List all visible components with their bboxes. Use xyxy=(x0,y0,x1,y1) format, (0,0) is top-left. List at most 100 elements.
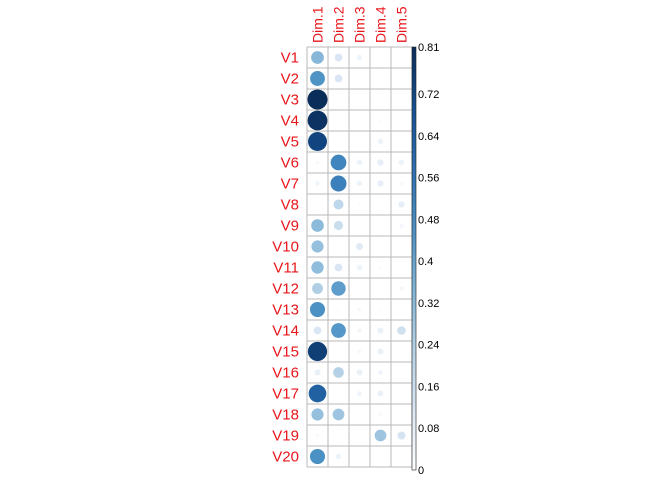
correlation-circle-V10-Dim.3 xyxy=(355,242,364,251)
correlation-circle-V9-Dim.4 xyxy=(379,224,382,227)
row-labels: V1 V2 V3 V4 V5 V6 V7 V8 V9 V10 V11 V12 V13 V14 V15 V16 V… xyxy=(272,50,299,466)
correlation-circle-V11-Dim.3 xyxy=(356,264,363,271)
row-label: V17 xyxy=(272,386,299,403)
row-label: V9 xyxy=(281,218,299,235)
correlation-circle-V6-Dim.1 xyxy=(315,160,320,165)
legend-color-bar xyxy=(411,46,417,471)
legend-tick-label: 0.81 xyxy=(418,42,439,54)
correlation-circle-V7-Dim.5 xyxy=(399,181,404,186)
correlation-circle-V8-Dim.3 xyxy=(357,202,362,207)
correlation-circle-V17-Dim.4 xyxy=(377,390,384,397)
column-label: Dim.4 xyxy=(373,6,389,43)
correlation-circle-V14-Dim.3 xyxy=(357,328,362,333)
row-label: V3 xyxy=(281,92,299,109)
row-label: V2 xyxy=(281,71,299,88)
correlation-circle-V9-Dim.1 xyxy=(311,219,324,232)
row-label: V20 xyxy=(272,449,299,466)
grid xyxy=(306,46,413,468)
row-label: V12 xyxy=(272,281,299,298)
correlation-circle-V20-Dim.1 xyxy=(309,448,326,465)
row-label: V8 xyxy=(281,197,299,214)
correlation-circle-V15-Dim.1 xyxy=(307,341,328,362)
column-label: Dim.5 xyxy=(394,6,410,43)
color-legend: 0.81 0.72 0.64 0.56 0.48 0.4 0.32 0.24 0.16 0.08 0 xyxy=(411,42,439,477)
correlation-circle-V1-Dim.3 xyxy=(356,54,363,61)
correlation-circle-V15-Dim.3 xyxy=(357,349,362,354)
legend-tick-label: 0.64 xyxy=(418,131,439,143)
legend-tick-label: 0.48 xyxy=(418,214,439,226)
correlation-circle-V13-Dim.1 xyxy=(309,301,326,318)
correlation-circle-V9-Dim.5 xyxy=(399,223,404,228)
correlation-circle-V14-Dim.1 xyxy=(313,326,322,335)
legend-tick-label: 0.08 xyxy=(418,423,439,435)
legend-tick-label: 0.56 xyxy=(418,173,439,185)
legend-tick-label: 0.24 xyxy=(418,340,439,352)
correlation-circle-V2-Dim.3 xyxy=(358,77,361,80)
correlation-circle-V18-Dim.4 xyxy=(378,412,383,417)
row-label: V11 xyxy=(273,260,299,277)
row-label: V16 xyxy=(272,365,299,382)
row-label: V14 xyxy=(272,323,299,340)
correlation-circle-V11-Dim.1 xyxy=(311,261,324,274)
correlation-circle-V9-Dim.2 xyxy=(333,220,344,231)
correlation-circle-V11-Dim.2 xyxy=(334,263,343,272)
correlation-circle-V3-Dim.3 xyxy=(358,98,361,101)
correlation-circle-V14-Dim.5 xyxy=(397,326,406,335)
correlation-circle-V6-Dim.5 xyxy=(398,159,405,166)
correlation-circle-V15-Dim.4 xyxy=(377,348,384,355)
correlation-circle-V2-Dim.4 xyxy=(379,77,382,80)
correlation-circle-V2-Dim.2 xyxy=(334,74,343,83)
correlation-circle-V7-Dim.3 xyxy=(356,180,363,187)
correlation-circle-V20-Dim.4 xyxy=(379,455,382,458)
correlation-circle-V20-Dim.2 xyxy=(335,453,342,460)
column-label: Dim.3 xyxy=(352,6,368,43)
row-label: V5 xyxy=(281,134,299,151)
correlation-circle-V1-Dim.4 xyxy=(379,56,382,59)
correlation-circle-V16-Dim.2 xyxy=(333,367,344,378)
correlation-circle-V14-Dim.2 xyxy=(331,323,346,338)
column-label: Dim.2 xyxy=(331,6,347,43)
correlation-circle-V4-Dim.5 xyxy=(400,119,403,122)
correlation-circle-V17-Dim.3 xyxy=(357,391,362,396)
correlation-circle-V10-Dim.2 xyxy=(337,245,340,248)
row-label: V10 xyxy=(272,239,299,256)
correlation-circle-V17-Dim.1 xyxy=(308,384,327,403)
correlation-circle-V7-Dim.2 xyxy=(330,175,347,192)
correlation-circle-V19-Dim.3 xyxy=(358,434,361,437)
correlation-circle-V6-Dim.2 xyxy=(330,154,347,171)
correlation-circle-V13-Dim.2 xyxy=(336,307,341,312)
correlation-circle-V1-Dim.2 xyxy=(334,53,343,62)
correlation-circle-V7-Dim.1 xyxy=(315,181,320,186)
correlation-circle-V19-Dim.5 xyxy=(397,431,406,440)
correlation-circle-V14-Dim.4 xyxy=(377,327,384,334)
correlation-circle-V8-Dim.2 xyxy=(333,199,344,210)
row-label: V18 xyxy=(272,407,299,424)
row-label: V13 xyxy=(272,302,299,319)
correlation-circle-V11-Dim.4 xyxy=(378,265,383,270)
correlation-circle-V16-Dim.3 xyxy=(356,369,363,376)
correlation-circle-V18-Dim.2 xyxy=(332,408,345,421)
correlation-circle-V5-Dim.4 xyxy=(377,138,384,145)
correlation-circle-V6-Dim.4 xyxy=(377,159,384,166)
correlation-circle-V1-Dim.1 xyxy=(311,51,324,64)
correlation-circle-V18-Dim.1 xyxy=(311,408,324,421)
legend-tick-label: 0.4 xyxy=(418,256,433,268)
correlation-circle-V12-Dim.2 xyxy=(331,281,346,296)
row-label: V6 xyxy=(281,155,299,172)
row-label: V1 xyxy=(281,50,299,67)
correlation-circle-V6-Dim.3 xyxy=(356,159,363,166)
column-label: Dim.1 xyxy=(310,6,326,43)
correlation-circle-V12-Dim.5 xyxy=(399,286,404,291)
correlation-circle-V4-Dim.1 xyxy=(307,110,328,131)
correlation-circle-V8-Dim.5 xyxy=(398,201,405,208)
row-label: V4 xyxy=(281,113,299,130)
correlation-circle-V16-Dim.1 xyxy=(314,369,321,376)
correlation-circle-V13-Dim.4 xyxy=(378,307,383,312)
row-label: V7 xyxy=(281,176,299,193)
correlation-circle-V19-Dim.4 xyxy=(374,429,387,442)
correlation-circle-V12-Dim.1 xyxy=(312,283,323,294)
legend-tick-label: 0.72 xyxy=(418,89,439,101)
circles xyxy=(307,51,406,465)
row-label: V19 xyxy=(272,428,299,445)
